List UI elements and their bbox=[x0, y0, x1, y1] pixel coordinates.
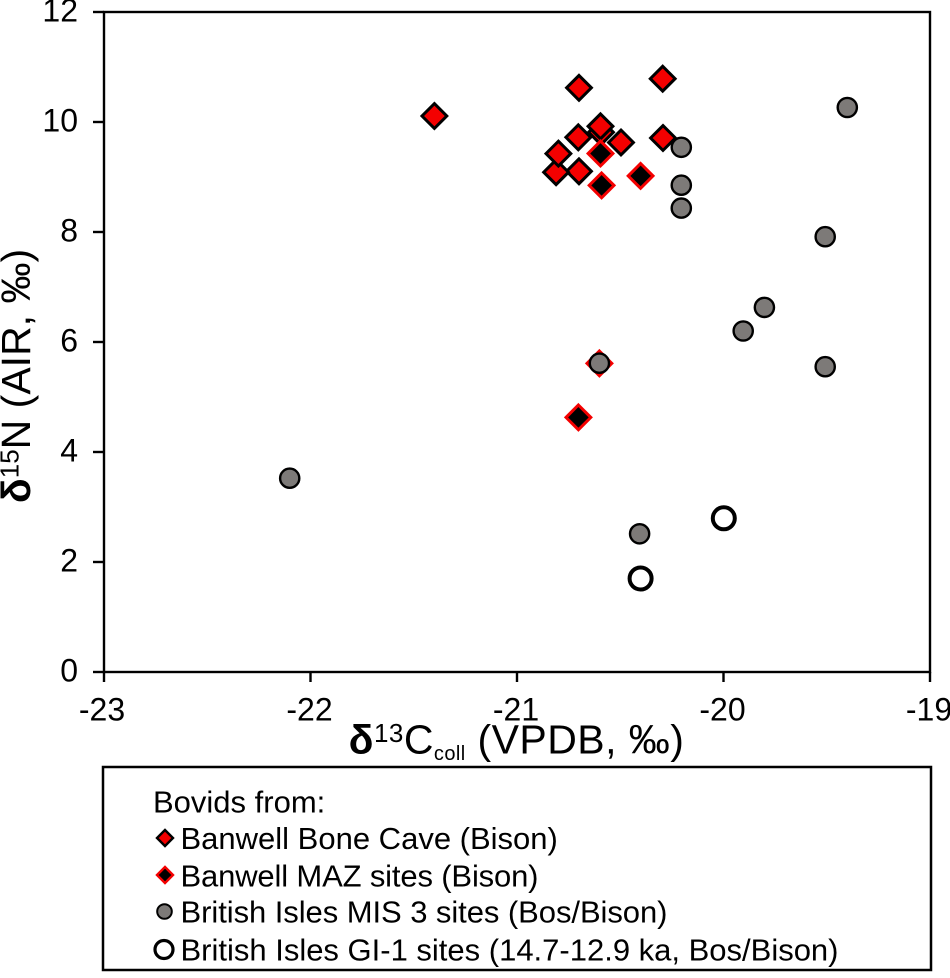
svg-text:0: 0 bbox=[60, 653, 78, 689]
svg-text:-19: -19 bbox=[906, 692, 950, 728]
svg-text:12: 12 bbox=[42, 0, 78, 29]
svg-text:4: 4 bbox=[60, 433, 78, 469]
svg-text:δ13Ccoll (VPDB, ‰): δ13Ccoll (VPDB, ‰) bbox=[349, 717, 685, 766]
svg-text:2: 2 bbox=[60, 543, 78, 579]
svg-text:-22: -22 bbox=[286, 692, 332, 728]
svg-text:British Isles GI-1 sites (14.7: British Isles GI-1 sites (14.7-12.9 ka, … bbox=[181, 933, 839, 968]
svg-text:δ15N (AIR, ‰): δ15N (AIR, ‰) bbox=[0, 249, 39, 503]
svg-text:British Isles MIS 3 sites (Bos: British Isles MIS 3 sites (Bos/Bison) bbox=[181, 895, 668, 930]
svg-text:Bovids from:: Bovids from: bbox=[153, 785, 325, 820]
svg-text:Banwell MAZ sites (Bison): Banwell MAZ sites (Bison) bbox=[181, 858, 539, 893]
svg-text:6: 6 bbox=[60, 323, 78, 359]
svg-text:-20: -20 bbox=[699, 692, 745, 728]
svg-text:8: 8 bbox=[60, 213, 78, 249]
svg-text:-23: -23 bbox=[79, 692, 125, 728]
svg-text:Banwell Bone Cave (Bison): Banwell Bone Cave (Bison) bbox=[181, 821, 558, 856]
svg-text:-21: -21 bbox=[493, 692, 539, 728]
svg-text:10: 10 bbox=[42, 103, 78, 139]
